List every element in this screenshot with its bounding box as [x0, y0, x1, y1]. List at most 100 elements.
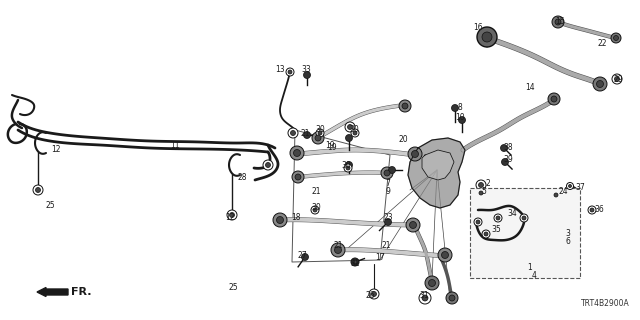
Text: 21: 21	[300, 129, 310, 138]
Text: 39: 39	[503, 156, 513, 164]
Text: 14: 14	[525, 84, 535, 92]
Text: FR.: FR.	[71, 287, 92, 297]
Circle shape	[315, 135, 321, 141]
Circle shape	[331, 243, 345, 257]
Circle shape	[371, 292, 376, 297]
Circle shape	[263, 160, 273, 170]
Circle shape	[227, 210, 237, 220]
Circle shape	[484, 232, 488, 236]
Circle shape	[288, 70, 292, 74]
Circle shape	[429, 279, 435, 286]
Text: 32: 32	[350, 260, 360, 268]
Circle shape	[313, 208, 317, 212]
Circle shape	[614, 36, 618, 41]
Circle shape	[410, 221, 417, 228]
FancyArrow shape	[37, 287, 68, 297]
Circle shape	[611, 33, 621, 43]
Circle shape	[419, 292, 431, 304]
Text: 8: 8	[458, 103, 462, 113]
Text: 21: 21	[311, 188, 321, 196]
Text: 17: 17	[375, 252, 385, 261]
Circle shape	[295, 174, 301, 180]
Circle shape	[458, 116, 465, 124]
Circle shape	[294, 149, 301, 156]
Circle shape	[408, 147, 422, 161]
Circle shape	[290, 146, 304, 160]
Circle shape	[482, 32, 492, 42]
Circle shape	[346, 162, 353, 169]
Circle shape	[266, 163, 271, 167]
Text: 25: 25	[228, 284, 238, 292]
Circle shape	[35, 188, 40, 193]
Text: 28: 28	[237, 173, 247, 182]
Text: 11: 11	[170, 140, 180, 149]
Text: 34: 34	[507, 210, 517, 219]
Circle shape	[301, 253, 308, 260]
Text: 19: 19	[325, 140, 335, 149]
Circle shape	[399, 100, 411, 112]
Circle shape	[479, 191, 483, 195]
Circle shape	[552, 191, 560, 199]
Text: 21: 21	[333, 241, 343, 250]
Circle shape	[438, 248, 452, 262]
Text: 19: 19	[327, 143, 337, 153]
Circle shape	[451, 105, 458, 111]
Text: 22: 22	[597, 38, 607, 47]
Text: 33: 33	[301, 66, 311, 75]
Circle shape	[412, 150, 419, 157]
Circle shape	[476, 180, 486, 190]
Circle shape	[384, 170, 390, 176]
Circle shape	[476, 220, 480, 224]
Text: 30: 30	[341, 161, 351, 170]
Text: 3: 3	[566, 228, 570, 237]
Circle shape	[351, 258, 359, 266]
Circle shape	[588, 206, 596, 214]
Text: 24: 24	[558, 188, 568, 196]
Circle shape	[477, 189, 485, 197]
Circle shape	[316, 129, 324, 137]
Text: 9: 9	[385, 188, 390, 196]
Circle shape	[425, 276, 439, 290]
Text: 12: 12	[225, 213, 235, 222]
Text: 18: 18	[291, 213, 301, 222]
Circle shape	[348, 124, 353, 130]
Polygon shape	[422, 150, 454, 180]
Circle shape	[385, 219, 392, 226]
Text: TRT4B2900A: TRT4B2900A	[581, 299, 630, 308]
Circle shape	[273, 213, 287, 227]
Circle shape	[406, 218, 420, 232]
Text: 20: 20	[398, 135, 408, 145]
Circle shape	[590, 208, 594, 212]
Text: 29: 29	[613, 76, 623, 84]
Circle shape	[288, 128, 298, 138]
Circle shape	[520, 214, 528, 222]
Circle shape	[442, 252, 449, 259]
Polygon shape	[408, 138, 465, 208]
Circle shape	[563, 229, 570, 236]
Circle shape	[548, 93, 560, 105]
Text: 2: 2	[486, 179, 490, 188]
Text: 25: 25	[45, 201, 55, 210]
Text: 15: 15	[555, 18, 565, 27]
Circle shape	[353, 131, 357, 135]
Text: 7: 7	[385, 179, 390, 188]
Circle shape	[402, 103, 408, 109]
Circle shape	[612, 74, 622, 84]
Circle shape	[312, 132, 324, 144]
Text: 10: 10	[455, 113, 465, 122]
Text: 1: 1	[527, 263, 532, 273]
Circle shape	[346, 166, 350, 170]
Circle shape	[502, 158, 509, 165]
Circle shape	[500, 145, 508, 151]
Circle shape	[422, 295, 428, 301]
Circle shape	[551, 96, 557, 102]
Circle shape	[346, 134, 353, 141]
Circle shape	[446, 292, 458, 304]
Text: 4: 4	[532, 271, 536, 281]
Circle shape	[351, 129, 359, 137]
Text: 26: 26	[365, 292, 375, 300]
Text: 16: 16	[473, 23, 483, 33]
Text: 30: 30	[315, 125, 325, 134]
Text: 30: 30	[349, 125, 359, 134]
Text: 21: 21	[381, 241, 391, 250]
